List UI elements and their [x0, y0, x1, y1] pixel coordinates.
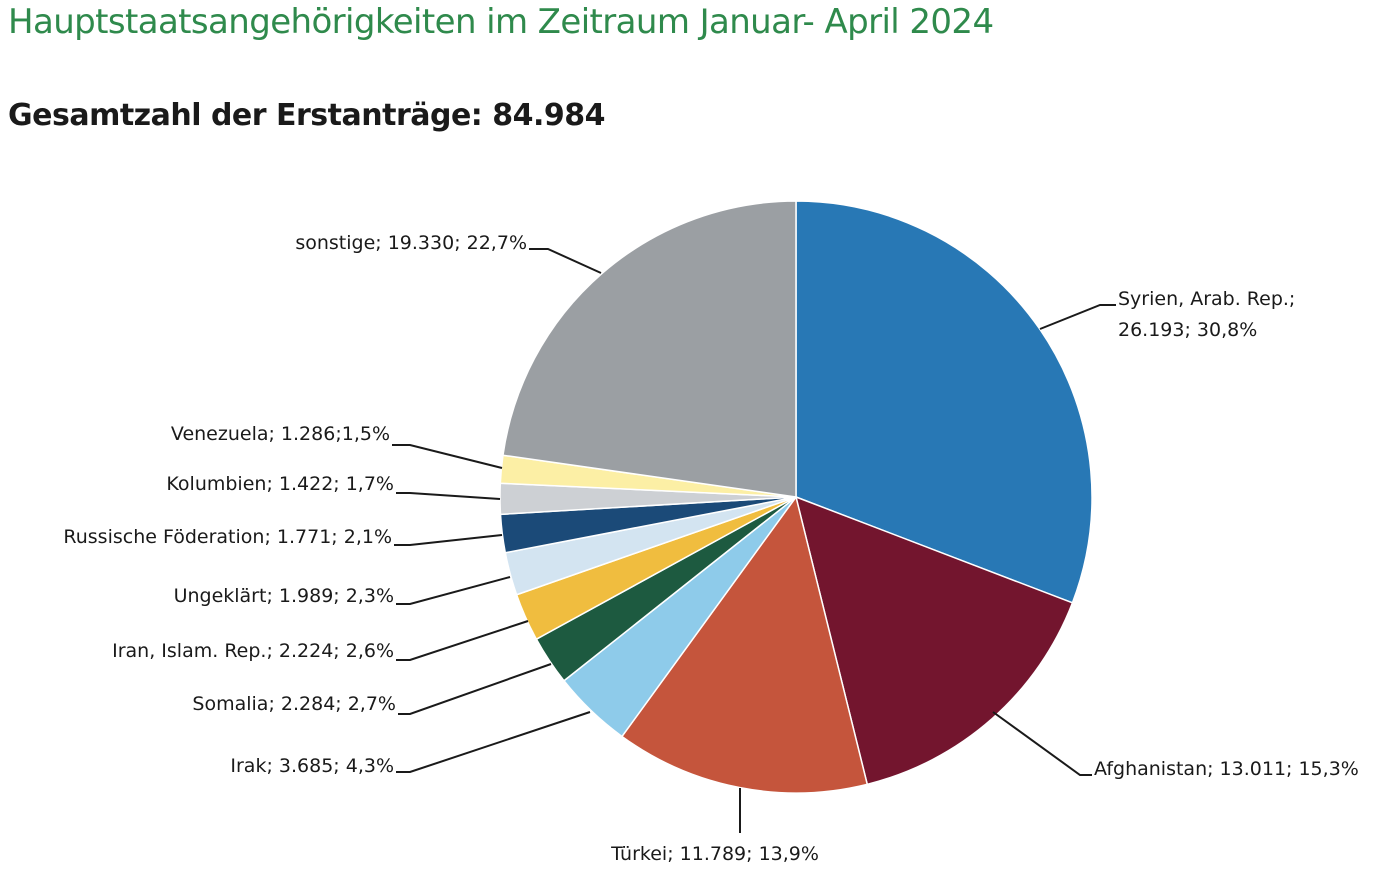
leader-line-afghanistan: [992, 711, 1092, 776]
slice-label-somalia: Somalia; 2.284; 2,7%: [192, 693, 396, 715]
slice-label-iran-islam-rep: Iran, Islam. Rep.; 2.224; 2,6%: [112, 640, 394, 662]
pie-slice-tuerkei: [621, 496, 868, 794]
leader-line-russische-foederation: [394, 534, 503, 546]
leader-line-kolumbien: [396, 492, 501, 500]
slice-label-russische-foederation: Russische Föderation; 1.771; 2,1%: [63, 526, 392, 548]
pie-slice-afghanistan: [795, 496, 1074, 786]
slice-label-kolumbien: Kolumbien; 1.422; 1,7%: [166, 473, 394, 495]
slice-label-tuerkei: Türkei; 11.789; 13,9%: [610, 843, 819, 865]
chart-title: Hauptstaatsangehörigkeiten im Zeitraum J…: [8, 2, 994, 42]
slice-label-venezuela: Venezuela; 1.286;1,5%: [171, 423, 390, 445]
leader-line-iran-islam-rep: [396, 620, 529, 661]
pie-slice-syrien-arab-rep: [795, 200, 1093, 604]
leader-line-ungeklaert: [396, 576, 511, 605]
leader-line-syrien-arab-rep: [1039, 304, 1116, 330]
slice-label-afghanistan: Afghanistan; 13.011; 15,3%: [1094, 758, 1359, 780]
leader-line-somalia: [398, 663, 552, 715]
pie-slices: [499, 200, 1093, 794]
slice-label-syrien-arab-rep-line-1: Syrien, Arab. Rep.;: [1118, 288, 1295, 310]
leader-line-sonstige: [529, 248, 602, 274]
slice-label-syrien-arab-rep-line-2: 26.193; 30,8%: [1118, 319, 1257, 341]
pie-labels: Syrien, Arab. Rep.; 26.193; 30,8% Afghanis…: [63, 232, 1358, 865]
leader-line-venezuela: [392, 444, 503, 469]
pie-slice-sonstige: [502, 200, 797, 498]
slice-label-ungeklaert: Ungeklärt; 1.989; 2,3%: [174, 585, 394, 607]
chart-subtitle: Gesamtzahl der Erstanträge: 84.984: [8, 98, 606, 133]
leader-line-irak: [396, 711, 591, 773]
slice-label-irak: Irak; 3.685; 4,3%: [230, 755, 394, 777]
slice-label-sonstige: sonstige; 19.330; 22,7%: [295, 232, 527, 254]
